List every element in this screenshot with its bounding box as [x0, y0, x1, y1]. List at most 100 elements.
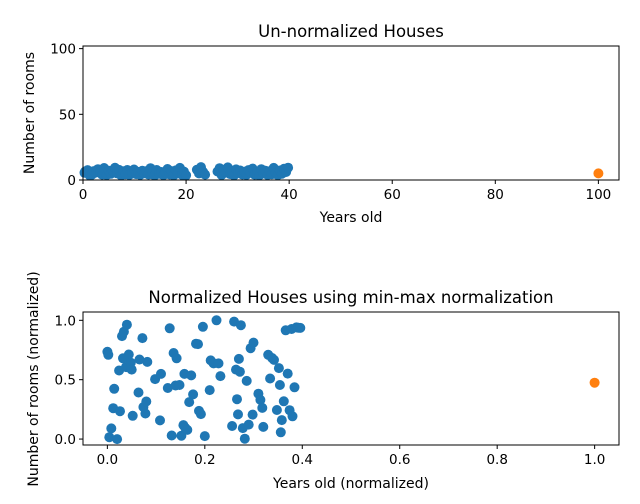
chart-bottom-point: [162, 383, 173, 393]
chart-bottom-point: [182, 424, 193, 435]
chart-top-y-tick-label: 100: [50, 42, 76, 58]
chart-bottom-point: [204, 385, 215, 396]
chart-bottom-point: [121, 319, 132, 330]
chart-bottom-point: [197, 321, 208, 332]
chart-bottom-point: [247, 409, 258, 420]
chart-bottom-point: [109, 383, 120, 394]
chart-bottom-x-ticks: 0.0 0.2 0.4 0.6 0.8 1.0: [97, 445, 605, 468]
chart-bottom-point: [248, 337, 259, 348]
chart-bottom-point: [589, 377, 600, 388]
chart-bottom-x-tick-label: 0.6: [389, 452, 410, 468]
chart-bottom-x-tick-label: 1.0: [584, 452, 605, 468]
chart-bottom-point: [186, 370, 197, 381]
chart-top-point: [200, 169, 211, 180]
chart-bottom-point: [141, 396, 152, 407]
chart-bottom-point: [243, 419, 254, 430]
chart-bottom-point: [275, 427, 286, 438]
chart-bottom-point: [106, 423, 117, 434]
chart-bottom-point: [112, 434, 123, 445]
chart-bottom-y-label: Number of rooms (normalized): [26, 271, 42, 486]
chart-bottom-title: Normalized Houses using min-max normaliz…: [148, 288, 553, 307]
chart-bottom-point: [166, 430, 177, 441]
chart-bottom-point: [137, 333, 148, 344]
chart-bottom-point: [213, 358, 224, 369]
chart-bottom-point: [232, 394, 242, 405]
chart-bottom-point: [126, 364, 137, 375]
chart-bottom-x-tick-label: 0.2: [194, 452, 215, 468]
chart-top-x-tick-label: 100: [585, 187, 611, 203]
chart-top-point: [181, 170, 192, 181]
chart-bottom-point: [115, 406, 125, 417]
chart-bottom-point: [156, 368, 166, 379]
chart-bottom-x-tick-label: 0.4: [292, 452, 313, 468]
chart-top-y-ticks: 0 50 100: [50, 42, 83, 189]
chart-bottom-point: [241, 375, 252, 386]
chart-bottom-points: [102, 315, 600, 445]
chart-top-y-label: Number of rooms: [22, 52, 38, 174]
chart-bottom-y-tick-label: 0.5: [55, 373, 76, 389]
chart-bottom-point: [103, 349, 114, 360]
chart-bottom-point: [233, 409, 243, 420]
chart-bottom-x-label: Years old (normalized): [272, 476, 429, 492]
chart-bottom-point: [127, 410, 138, 421]
chart-bottom-point: [235, 320, 246, 331]
chart-top-point: [283, 162, 294, 173]
chart-bottom-point: [215, 371, 226, 382]
chart-top: Un-normalized Houses 0 20 40 60 80 100 0 50 100…: [22, 22, 620, 226]
chart-bottom-point: [134, 354, 145, 365]
chart-bottom-point: [171, 353, 182, 364]
chart-top-x-tick-label: 80: [487, 187, 504, 203]
chart-bottom-point: [265, 373, 276, 384]
chart-top-x-tick-label: 60: [384, 187, 401, 203]
chart-bottom-y-tick-label: 1.0: [55, 313, 76, 329]
chart-bottom-x-tick-label: 0.0: [97, 452, 118, 468]
chart-top-point: [593, 168, 604, 179]
chart-bottom-point: [276, 415, 287, 426]
chart-top-x-tick-label: 40: [281, 187, 298, 203]
chart-top-frame: [82, 45, 620, 181]
chart-bottom-point: [140, 408, 151, 419]
chart-top-y-tick-label: 50: [59, 107, 76, 123]
chart-bottom-point: [273, 363, 284, 374]
chart-top-x-tick-label: 20: [177, 187, 194, 203]
chart-bottom-point: [282, 368, 293, 379]
chart-bottom-point: [133, 387, 144, 398]
chart-bottom-point: [255, 394, 266, 405]
chart-bottom-point: [188, 389, 199, 400]
chart-bottom-x-tick-label: 0.8: [486, 452, 507, 468]
chart-top-x-label: Years old: [319, 210, 383, 226]
chart-bottom-point: [184, 397, 195, 408]
chart-bottom-point: [234, 366, 245, 377]
chart-bottom-point: [271, 405, 282, 415]
chart-bottom-point: [104, 432, 115, 443]
chart-bottom-point: [287, 411, 298, 422]
chart-top-y-tick-label: 0: [67, 173, 76, 189]
chart-bottom-point: [278, 396, 289, 407]
chart-bottom-point: [269, 354, 279, 365]
chart-top-x-tick-label: 0: [79, 187, 88, 203]
chart-bottom-point: [233, 353, 244, 364]
chart-bottom-point: [155, 415, 165, 426]
chart-top-x-ticks: 0 20 40 60 80 100: [79, 180, 611, 203]
chart-bottom-y-ticks: 0.0 0.5 1.0: [55, 313, 83, 448]
chart-bottom-point: [295, 322, 306, 333]
chart-bottom-point: [199, 431, 210, 442]
chart-bottom-frame: [82, 311, 620, 446]
chart-bottom-point: [239, 433, 250, 444]
chart-bottom-point: [193, 339, 203, 350]
chart-bottom-point: [274, 380, 285, 390]
chart-bottom-point: [289, 382, 300, 393]
chart-bottom-point: [164, 323, 175, 334]
chart-bottom-point: [258, 421, 269, 432]
chart-bottom: Normalized Houses using min-max normaliz…: [26, 271, 620, 492]
chart-top-points: [79, 162, 604, 181]
chart-bottom-point: [174, 380, 185, 390]
chart-top-title: Un-normalized Houses: [258, 22, 444, 41]
chart-bottom-point: [227, 421, 238, 431]
chart-bottom-point: [257, 402, 268, 413]
chart-bottom-point: [142, 356, 153, 367]
chart-bottom-point: [211, 315, 222, 326]
chart-bottom-point: [195, 409, 206, 420]
chart-bottom-y-tick-label: 0.0: [55, 432, 76, 448]
